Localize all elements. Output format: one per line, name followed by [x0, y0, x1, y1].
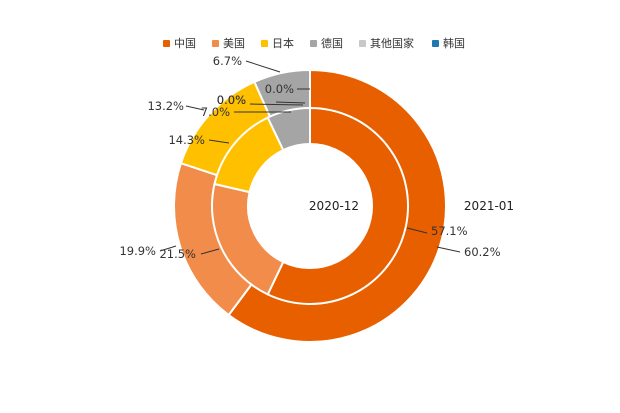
inner-leader-2: [208, 139, 230, 144]
outer-leader-3: [245, 60, 281, 73]
legend-swatch-0[interactable]: [163, 40, 170, 47]
inner-ring-title: 2020-12: [309, 199, 359, 213]
legend-label-0[interactable]: 中国: [174, 37, 196, 50]
inner-data-label-4: 0.0%: [217, 93, 246, 107]
outer-data-label-1: 19.9%: [119, 244, 156, 258]
outer-leader-1: [159, 245, 177, 252]
inner-leader-0: [406, 227, 428, 234]
outer-data-label-3: 6.7%: [213, 54, 242, 68]
outer-data-label-5: 0.0%: [217, 93, 246, 107]
inner-leader-4: [249, 103, 304, 106]
inner-data-label-2: 14.3%: [168, 133, 205, 147]
legend-label-3[interactable]: 德国: [321, 36, 343, 50]
legend-label-2[interactable]: 日本: [272, 36, 294, 50]
legend-swatch-1[interactable]: [212, 40, 219, 47]
outer-leader-0: [436, 246, 461, 253]
legend: 中国 美国 日本 德国 其他国家 韩国: [163, 36, 465, 50]
legend-label-5[interactable]: 韩国: [443, 36, 465, 50]
legend-swatch-4[interactable]: [359, 40, 366, 47]
inner-data-label-3: 7.0%: [201, 105, 230, 119]
legend-swatch-3[interactable]: [310, 40, 317, 47]
inner-slice-0[interactable]: [266, 106, 409, 305]
inner-slice-3[interactable]: [266, 106, 311, 152]
inner-data-label-0: 57.1%: [431, 224, 468, 238]
outer-data-label-0: 60.2%: [464, 245, 501, 259]
outer-ring-title: 2021-01: [464, 199, 514, 213]
inner-ring: [211, 106, 409, 305]
legend-label-4[interactable]: 其他国家: [370, 36, 414, 50]
outer-ring: [173, 68, 447, 343]
legend-label-1[interactable]: 美国: [223, 37, 245, 50]
outer-data-label-4: 0.0%: [265, 82, 294, 96]
inner-data-label-1: 21.5%: [159, 247, 196, 261]
legend-swatch-2[interactable]: [261, 40, 268, 47]
outer-leader-2: [185, 105, 205, 111]
outer-data-label-2: 13.2%: [147, 99, 184, 113]
inner-leader-1: [200, 248, 220, 255]
legend-swatch-5[interactable]: [432, 40, 439, 47]
ring-titles: 2020-12 2021-01: [309, 199, 514, 213]
data-labels: 57.1%21.5%14.3%7.0%0.0%60.2%19.9%13.2%6.…: [119, 54, 500, 261]
outer-leader-5: [275, 101, 306, 104]
label-leaders: [159, 60, 461, 255]
